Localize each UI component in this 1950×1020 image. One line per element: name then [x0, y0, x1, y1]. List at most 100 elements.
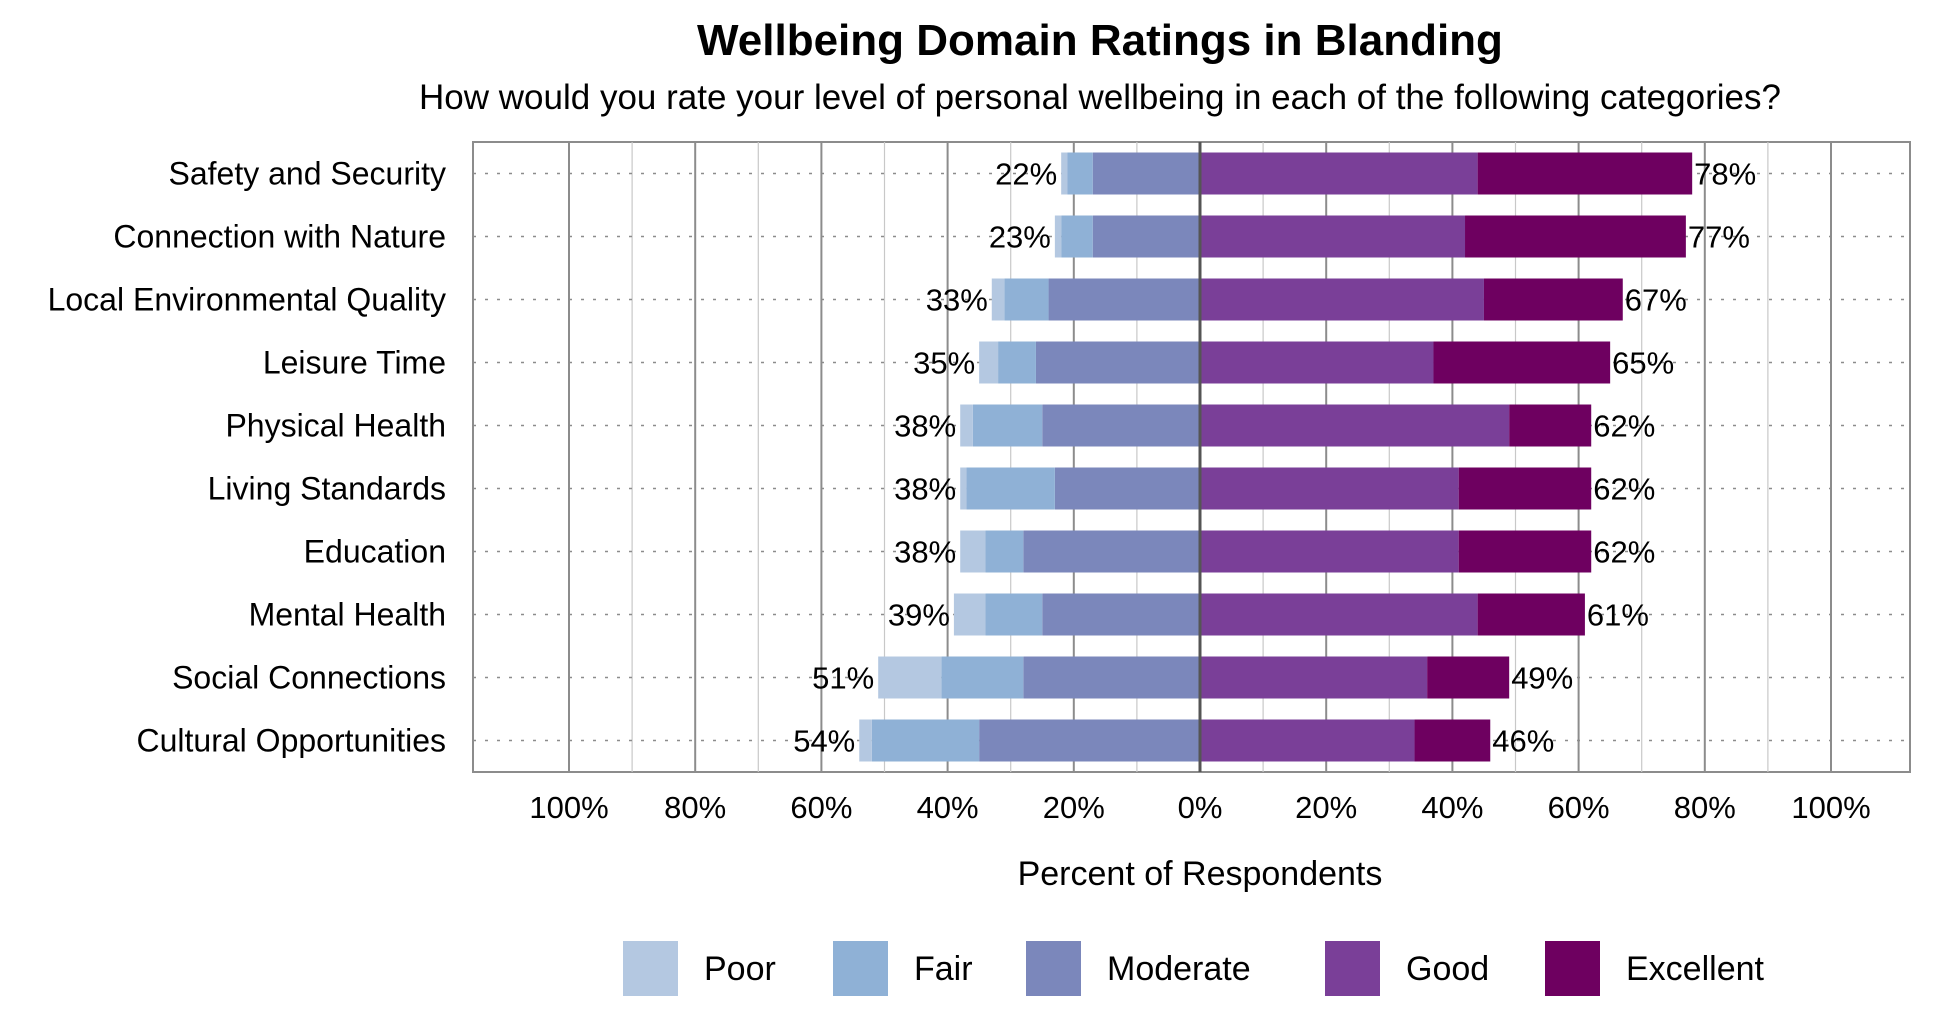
bar-poor: [953, 593, 986, 636]
positive-total-label: 62%: [1593, 409, 1655, 444]
bar-good: [1200, 656, 1428, 699]
bar-moderate: [1042, 593, 1200, 636]
bar-moderate: [1023, 530, 1200, 573]
bar-poor: [960, 530, 986, 573]
negative-total-label: 51%: [812, 661, 874, 696]
category-label: Social Connections: [172, 660, 446, 696]
category-label: Connection with Nature: [113, 219, 446, 255]
bar-poor: [1061, 152, 1068, 195]
bar-poor: [1054, 215, 1062, 258]
bar-fair: [985, 530, 1024, 573]
bar-good: [1200, 404, 1510, 447]
bar-fair: [966, 467, 1055, 510]
x-tick-label: 40%: [1421, 790, 1483, 825]
bar-moderate: [1035, 341, 1200, 384]
bar-excellent: [1465, 215, 1686, 258]
x-axis-title: Percent of Respondents: [1018, 855, 1383, 893]
category-label: Cultural Opportunities: [137, 723, 446, 759]
legend-swatch-good: [1325, 941, 1380, 996]
bar-moderate: [1054, 467, 1200, 510]
negative-total-label: 54%: [793, 724, 855, 759]
legend-label-poor: Poor: [704, 950, 776, 988]
chart-title: Wellbeing Domain Ratings in Blanding: [697, 16, 1503, 65]
bar-excellent: [1509, 404, 1592, 447]
bar-good: [1200, 719, 1415, 762]
x-tick-label: 60%: [1548, 790, 1610, 825]
bar-fair: [998, 341, 1036, 384]
bar-fair: [1004, 278, 1049, 321]
legend-swatch-excellent: [1545, 941, 1600, 996]
negative-total-label: 23%: [989, 220, 1051, 255]
category-label: Leisure Time: [263, 345, 446, 381]
x-tick-label: 20%: [1295, 790, 1357, 825]
bar-good: [1200, 593, 1478, 636]
bar-excellent: [1414, 719, 1491, 762]
bar-excellent: [1433, 341, 1611, 384]
category-label: Physical Health: [225, 408, 446, 444]
category-label: Safety and Security: [169, 156, 446, 192]
x-tick-label: 80%: [664, 790, 726, 825]
positive-total-label: 49%: [1511, 661, 1573, 696]
bar-moderate: [979, 719, 1200, 762]
bar-poor: [991, 278, 1005, 321]
x-tick-label: 100%: [1791, 790, 1870, 825]
legend-label-good: Good: [1406, 950, 1489, 988]
legend-swatch-poor: [623, 941, 678, 996]
bar-moderate: [1048, 278, 1200, 321]
bar-poor: [859, 719, 872, 762]
negative-total-label: 33%: [926, 283, 988, 318]
category-label: Mental Health: [249, 597, 446, 633]
positive-total-label: 62%: [1593, 535, 1655, 570]
bar-moderate: [1092, 215, 1200, 258]
bar-good: [1200, 278, 1484, 321]
legend-label-excellent: Excellent: [1626, 950, 1765, 988]
x-tick-label: 60%: [790, 790, 852, 825]
positive-total-label: 67%: [1625, 283, 1687, 318]
bar-fair: [1061, 215, 1093, 258]
bar-good: [1200, 215, 1466, 258]
negative-total-label: 22%: [995, 157, 1057, 192]
bar-good: [1200, 530, 1459, 573]
x-tick-label: 40%: [917, 790, 979, 825]
legend-label-fair: Fair: [914, 950, 973, 988]
category-label: Living Standards: [208, 471, 446, 507]
bar-excellent: [1477, 152, 1693, 195]
category-label: Local Environmental Quality: [48, 282, 446, 318]
positive-total-label: 46%: [1492, 724, 1554, 759]
bar-fair: [985, 593, 1043, 636]
plot-area-frame: [472, 141, 1911, 773]
chart-subtitle: How would you rate your level of persona…: [419, 78, 1781, 117]
bar-excellent: [1458, 467, 1592, 510]
positive-total-label: 78%: [1694, 157, 1756, 192]
positive-total-label: 65%: [1612, 346, 1674, 381]
x-tick-label: 20%: [1043, 790, 1105, 825]
bar-poor: [960, 467, 967, 510]
bar-moderate: [1023, 656, 1200, 699]
legend-label-moderate: Moderate: [1107, 950, 1251, 988]
x-tick-label: 100%: [529, 790, 608, 825]
negative-total-label: 39%: [888, 598, 950, 633]
positive-total-label: 77%: [1688, 220, 1750, 255]
legend-swatch-fair: [833, 941, 888, 996]
bar-poor: [979, 341, 999, 384]
bar-good: [1200, 152, 1478, 195]
bar-excellent: [1483, 278, 1623, 321]
category-label: Education: [304, 534, 446, 570]
bar-excellent: [1477, 593, 1585, 636]
bar-poor: [878, 656, 942, 699]
negative-total-label: 38%: [894, 472, 956, 507]
bar-poor: [960, 404, 973, 447]
positive-total-label: 62%: [1593, 472, 1655, 507]
bar-fair: [1067, 152, 1093, 195]
bar-moderate: [1092, 152, 1200, 195]
bar-fair: [941, 656, 1024, 699]
bar-fair: [871, 719, 980, 762]
x-tick-label: 80%: [1674, 790, 1736, 825]
bar-moderate: [1042, 404, 1200, 447]
x-tick-label: 0%: [1178, 790, 1223, 825]
positive-total-label: 61%: [1587, 598, 1649, 633]
legend-swatch-moderate: [1026, 941, 1081, 996]
bar-excellent: [1427, 656, 1510, 699]
negative-total-label: 35%: [913, 346, 975, 381]
